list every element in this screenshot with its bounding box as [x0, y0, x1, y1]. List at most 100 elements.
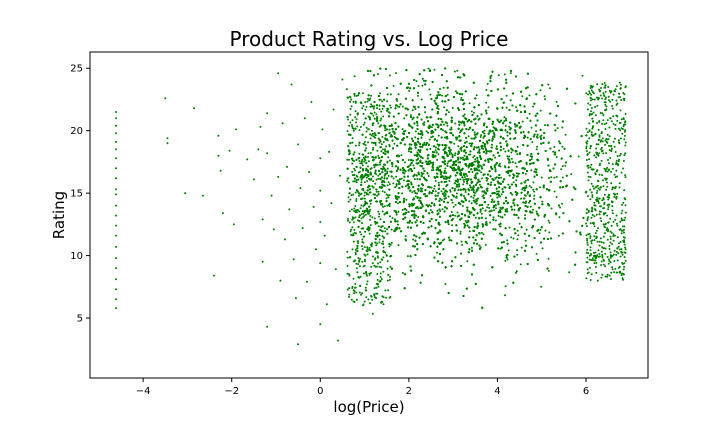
data-point — [450, 126, 453, 129]
data-point — [442, 86, 445, 89]
data-point — [508, 125, 511, 128]
data-point — [470, 195, 473, 198]
data-point — [532, 181, 535, 184]
data-point — [482, 233, 485, 236]
data-point — [528, 185, 531, 187]
data-point — [507, 249, 510, 252]
data-point — [466, 242, 469, 245]
data-point — [464, 191, 467, 193]
data-point — [376, 163, 379, 166]
data-point — [435, 172, 438, 175]
data-point — [535, 148, 538, 151]
data-point — [392, 84, 395, 87]
data-point — [277, 175, 280, 178]
data-point — [440, 190, 443, 193]
data-point — [500, 176, 502, 179]
data-point — [448, 153, 451, 156]
data-point — [473, 154, 476, 157]
data-point — [484, 147, 487, 150]
data-point — [367, 141, 369, 144]
data-point — [392, 182, 395, 185]
data-point — [476, 222, 479, 225]
data-point — [367, 165, 369, 168]
data-point — [480, 134, 483, 137]
data-point — [504, 208, 507, 211]
data-point — [394, 186, 397, 189]
data-point — [421, 173, 424, 176]
data-point — [483, 129, 486, 132]
data-point — [488, 206, 491, 209]
data-point — [432, 169, 435, 172]
data-point — [449, 190, 452, 193]
data-point — [540, 285, 543, 288]
data-point — [429, 209, 432, 212]
data-point — [531, 141, 534, 144]
data-point — [468, 230, 471, 233]
data-point — [559, 206, 562, 209]
data-point — [259, 125, 262, 128]
data-point — [483, 132, 486, 135]
data-point — [377, 73, 379, 76]
data-point — [381, 100, 384, 103]
data-point — [115, 111, 118, 113]
data-point — [328, 150, 331, 153]
data-point — [561, 165, 564, 168]
data-point — [492, 135, 494, 138]
data-point — [509, 72, 512, 75]
data-point — [290, 83, 293, 86]
data-point — [401, 105, 404, 108]
data-point — [292, 258, 295, 261]
data-point — [361, 158, 364, 161]
data-point — [354, 205, 357, 207]
data-point — [369, 202, 372, 205]
data-point — [533, 194, 536, 197]
data-point — [469, 184, 471, 187]
data-point — [482, 141, 485, 144]
data-point — [552, 150, 555, 153]
data-point — [261, 218, 264, 221]
data-point — [408, 146, 411, 149]
data-point — [266, 152, 269, 155]
data-point — [555, 196, 558, 198]
data-point — [383, 191, 386, 194]
data-point — [266, 325, 269, 328]
data-point — [115, 167, 118, 170]
data-point — [413, 178, 416, 181]
data-point — [506, 258, 509, 261]
data-point — [533, 197, 536, 200]
data-point — [550, 207, 553, 210]
data-point — [294, 297, 297, 300]
data-point — [548, 231, 551, 234]
data-point — [308, 170, 311, 173]
data-point — [550, 176, 553, 179]
data-point — [397, 223, 399, 226]
data-point — [391, 217, 394, 219]
data-point — [323, 234, 326, 237]
data-point — [459, 232, 462, 235]
data-point — [115, 157, 118, 160]
data-point — [358, 144, 360, 147]
data-point — [463, 113, 466, 116]
data-point — [505, 94, 508, 97]
data-point — [385, 197, 388, 200]
data-point — [410, 181, 413, 184]
data-point — [496, 190, 498, 193]
data-point — [454, 203, 457, 206]
data-point — [515, 179, 518, 182]
data-point — [404, 235, 407, 238]
data-point — [535, 252, 538, 255]
data-point — [201, 194, 204, 197]
data-point — [547, 219, 550, 222]
data-point — [458, 183, 461, 186]
data-point — [473, 214, 475, 217]
data-point — [446, 124, 449, 127]
data-point — [485, 179, 488, 182]
data-point — [544, 98, 546, 101]
data-point — [474, 158, 477, 161]
data-point — [381, 190, 384, 193]
data-point — [372, 122, 375, 125]
data-point — [115, 245, 118, 248]
data-point — [115, 214, 118, 217]
data-point — [507, 183, 510, 186]
data-point — [115, 278, 118, 281]
